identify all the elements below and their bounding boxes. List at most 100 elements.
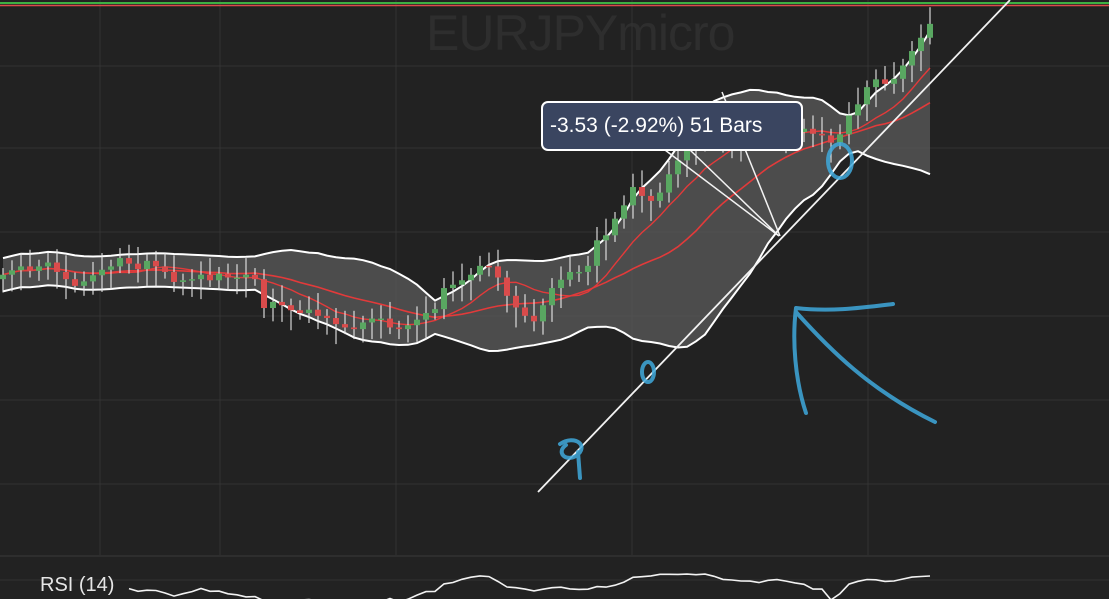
candle[interactable] <box>171 255 177 292</box>
candle[interactable] <box>522 294 528 323</box>
candle[interactable] <box>333 308 339 345</box>
candle-body <box>621 205 627 219</box>
candle[interactable] <box>468 268 474 301</box>
candle[interactable] <box>918 24 924 72</box>
candle[interactable] <box>225 263 231 291</box>
candle[interactable] <box>900 58 906 93</box>
candle[interactable] <box>495 249 501 291</box>
candle[interactable] <box>405 315 411 343</box>
candle[interactable] <box>108 259 114 290</box>
candle[interactable] <box>9 260 15 292</box>
candle[interactable] <box>243 258 249 298</box>
candle[interactable] <box>369 308 375 340</box>
candle[interactable] <box>27 249 33 278</box>
candle[interactable] <box>396 320 402 340</box>
candle[interactable] <box>801 118 807 143</box>
candle[interactable] <box>648 189 654 221</box>
candle[interactable] <box>144 254 150 286</box>
trend-line[interactable] <box>537 0 1011 493</box>
candle[interactable] <box>126 244 132 274</box>
candle[interactable] <box>72 272 78 293</box>
candle[interactable] <box>99 253 105 292</box>
candle[interactable] <box>810 115 816 148</box>
candle[interactable] <box>36 259 42 281</box>
candle[interactable] <box>639 170 645 213</box>
candle[interactable] <box>459 263 465 302</box>
candle[interactable] <box>216 266 222 291</box>
candle[interactable] <box>207 258 213 287</box>
candle[interactable] <box>270 288 276 322</box>
candle-body <box>657 192 663 201</box>
candle[interactable] <box>45 252 51 280</box>
candle[interactable] <box>18 253 24 291</box>
candle[interactable] <box>252 268 258 286</box>
candle[interactable] <box>819 117 825 153</box>
candle[interactable] <box>378 305 384 339</box>
candle[interactable] <box>666 160 672 203</box>
candle[interactable] <box>198 261 204 300</box>
candle[interactable] <box>342 310 348 335</box>
candle[interactable] <box>846 102 852 145</box>
candle[interactable] <box>135 246 141 283</box>
candle[interactable] <box>450 271 456 302</box>
candle[interactable] <box>909 41 915 83</box>
candle[interactable] <box>153 250 159 287</box>
candle[interactable] <box>558 266 564 309</box>
drawing-annotations[interactable] <box>558 142 937 480</box>
candle[interactable] <box>261 269 267 319</box>
candle[interactable] <box>540 298 546 335</box>
candle[interactable] <box>603 218 609 261</box>
candle[interactable] <box>54 249 60 289</box>
candle[interactable] <box>423 296 429 340</box>
candle[interactable] <box>189 269 195 297</box>
candle[interactable] <box>360 315 366 343</box>
candle[interactable] <box>306 296 312 324</box>
candle-body <box>585 265 591 272</box>
candle[interactable] <box>315 293 321 330</box>
candle[interactable] <box>675 143 681 188</box>
candle[interactable] <box>657 182 663 208</box>
candle[interactable] <box>351 310 357 340</box>
candle[interactable] <box>63 255 69 300</box>
candle[interactable] <box>297 300 303 320</box>
candle[interactable] <box>432 302 438 320</box>
candle[interactable] <box>531 299 537 332</box>
candle[interactable] <box>576 265 582 282</box>
candle[interactable] <box>630 173 636 219</box>
candle[interactable] <box>117 248 123 274</box>
candle[interactable] <box>855 87 861 129</box>
candle[interactable] <box>549 278 555 322</box>
candle[interactable] <box>90 261 96 295</box>
candle[interactable] <box>567 255 573 287</box>
candle[interactable] <box>387 301 393 335</box>
measure-callout[interactable]: -3.53 (-2.92%) 51 Bars <box>541 101 803 151</box>
candle[interactable] <box>0 268 6 293</box>
candle[interactable] <box>621 195 627 229</box>
candle[interactable] <box>585 255 591 286</box>
candle-body <box>558 279 564 289</box>
candle[interactable] <box>513 285 519 328</box>
candle[interactable] <box>234 264 240 295</box>
candle[interactable] <box>180 273 186 296</box>
candle[interactable] <box>828 128 834 163</box>
candle[interactable] <box>414 306 420 342</box>
candle-body <box>324 315 330 319</box>
candle[interactable] <box>882 66 888 91</box>
candle[interactable] <box>891 62 897 94</box>
candle[interactable] <box>288 298 294 331</box>
candle[interactable] <box>612 212 618 242</box>
candle[interactable] <box>162 253 168 279</box>
candle[interactable] <box>504 270 510 313</box>
candle[interactable] <box>477 255 483 282</box>
candle[interactable] <box>864 80 870 121</box>
candle[interactable] <box>486 252 492 277</box>
candle[interactable] <box>81 271 87 296</box>
candle[interactable] <box>927 7 933 45</box>
candle[interactable] <box>873 69 879 108</box>
candle[interactable] <box>594 226 600 283</box>
candle[interactable] <box>441 278 447 320</box>
candle[interactable] <box>324 309 330 335</box>
candle[interactable] <box>279 285 285 322</box>
